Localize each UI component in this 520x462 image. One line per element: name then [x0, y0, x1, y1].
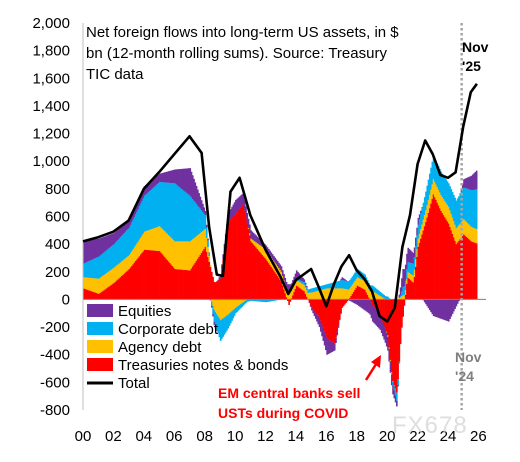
x-tick-label: 18 — [348, 428, 365, 445]
bar-segment — [345, 280, 347, 281]
bar-segment — [334, 344, 336, 351]
bar-segment — [336, 332, 338, 336]
y-tick-label: -400 — [40, 347, 70, 364]
x-tick-label: 04 — [135, 428, 152, 445]
bar-segment — [476, 171, 478, 190]
bar-segment — [397, 385, 399, 387]
legend-label-corporate-debt: Corporate debt — [118, 321, 219, 338]
y-tick-label: 1,600 — [32, 70, 70, 87]
bar-segment — [397, 379, 399, 385]
chart-title-line-3: TIC data — [86, 66, 144, 83]
annotation-nov-25: Nov '25 — [462, 39, 489, 74]
y-tick-label: 1,400 — [32, 98, 70, 115]
legend-label-treasuries: Treasuries notes & bonds — [118, 357, 288, 374]
y-tick-label: 2,000 — [32, 15, 70, 32]
bar-segment — [338, 326, 340, 328]
bar-segment — [306, 286, 308, 287]
legend-swatch-equities — [87, 304, 113, 317]
y-tick-label: -800 — [40, 402, 70, 419]
chart-title-line-1: Net foreign flows into long-term US asse… — [86, 24, 399, 41]
annotation-nov-24-line-1: Nov — [455, 349, 482, 365]
y-tick-label: 400 — [45, 236, 70, 253]
y-tick-label: 0 — [62, 291, 70, 308]
bar-segment — [208, 253, 210, 256]
bar-segment — [304, 279, 306, 282]
bar-segment — [206, 225, 208, 228]
annotation-nov-24: Nov '24 — [455, 349, 482, 384]
bar-segment — [305, 283, 307, 285]
y-tick-label: 600 — [45, 209, 70, 226]
annotation-nov-24-line-2: '24 — [455, 368, 474, 384]
x-tick-label: 16 — [318, 428, 335, 445]
legend-swatch-agency-debt — [87, 340, 113, 353]
bar-segment — [335, 338, 337, 343]
x-tick-label: 26 — [470, 428, 487, 445]
y-tick-label: 1,800 — [32, 43, 70, 60]
bar-segment — [208, 256, 210, 262]
bar-segment — [476, 243, 478, 299]
x-tick-label: 10 — [227, 428, 244, 445]
x-tick-label: 00 — [75, 428, 92, 445]
annotation-nov-25-line-1: Nov — [462, 39, 489, 55]
x-tick-label: 14 — [288, 428, 305, 445]
bar-segment — [404, 299, 406, 305]
annotation-nov-25-line-2: '25 — [462, 58, 481, 74]
legend-label-equities: Equities — [118, 303, 171, 320]
legend-label-agency-debt: Agency debt — [118, 339, 202, 356]
bar-segment — [207, 240, 209, 247]
bar-segment — [476, 189, 478, 229]
legend: Equities Corporate debt Agency debt Trea… — [87, 303, 288, 392]
y-axis-ticks: -800 -600 -400 -200 0 200 400 600 800 1,000 1,200 1… — [32, 15, 70, 419]
y-tick-label: 1,000 — [32, 153, 70, 170]
x-tick-label: 02 — [105, 428, 122, 445]
bar-segment — [396, 401, 398, 407]
bar-segment — [396, 393, 398, 401]
bar-segment — [205, 211, 207, 215]
legend-label-total: Total — [118, 375, 150, 392]
y-tick-label: -600 — [40, 374, 70, 391]
annotation-covid-line-2: USTs during COVID — [218, 405, 348, 421]
x-tick-label: 06 — [166, 428, 183, 445]
chart-title-line-2: bn (12-month rolling sums). Source: Trea… — [86, 45, 387, 62]
y-tick-label: 1,200 — [32, 126, 70, 143]
bar-segment — [208, 252, 210, 253]
y-tick-label: 800 — [45, 181, 70, 198]
y-tick-label: 200 — [45, 264, 70, 281]
watermark: FX678 — [392, 412, 468, 439]
x-tick-label: 12 — [257, 428, 274, 445]
bar-segment — [207, 239, 209, 241]
x-tick-label: 08 — [196, 428, 213, 445]
legend-swatch-treasuries — [87, 358, 113, 371]
y-tick-label: -200 — [40, 319, 70, 336]
legend-swatch-corporate-debt — [87, 322, 113, 335]
bar-segment — [206, 228, 208, 238]
bar-segment — [399, 362, 401, 364]
bar-segment — [210, 265, 212, 267]
bar-segment — [476, 229, 478, 243]
annotation-covid-line-1: EM central banks sell — [218, 385, 360, 401]
